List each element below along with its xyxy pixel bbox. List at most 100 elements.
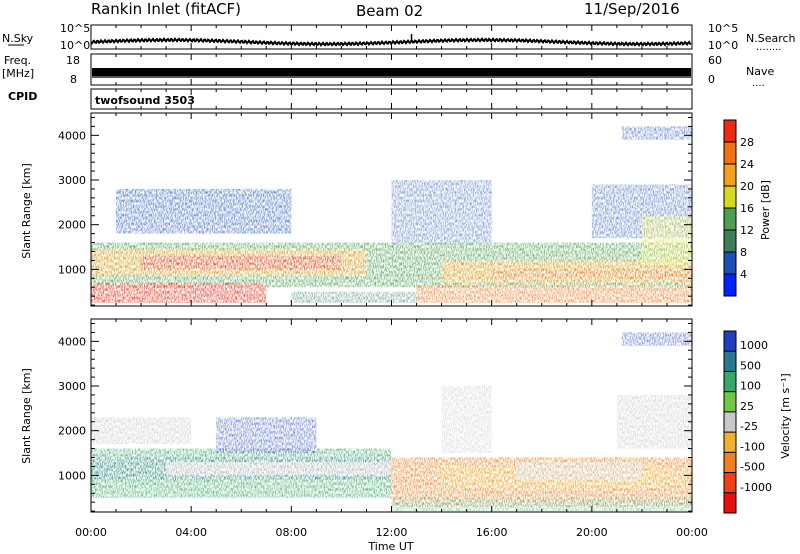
y-tick-label: 3000	[58, 174, 86, 187]
time-tick-label: 20:00	[576, 526, 608, 539]
power-high-range	[621, 126, 692, 140]
colorbar-swatch	[724, 274, 736, 296]
power-y-axis: 1000 2000 3000 4000	[58, 116, 692, 306]
colorbar-tick-label: 4	[740, 268, 747, 281]
power-near-range	[91, 282, 267, 303]
colorbar-tick-label: 28	[740, 136, 754, 149]
cpid-program: twofsound 3503	[95, 94, 195, 107]
velocity-colorbar-label: Velocity [m s⁻¹]	[779, 373, 792, 458]
colorbar-swatch	[724, 411, 736, 433]
y-tick-label: 3000	[58, 380, 86, 393]
velocity-high-range	[621, 332, 692, 346]
y-tick-label: 4000	[58, 335, 86, 348]
time-axis: 00:00 04:00 08:00 12:00 16:00 20:00 00:00	[75, 25, 708, 539]
colorbar-tick-label: -500	[740, 461, 765, 474]
freq-right-dots: ....	[752, 78, 765, 89]
y-tick-label: 2000	[58, 219, 86, 232]
colorbar-swatch	[724, 208, 736, 230]
velocity-colorbar: 1000 500 100 25 -25 -100 -500 -1000	[723, 330, 772, 514]
time-tick-label: 00:00	[75, 526, 107, 539]
colorbar-swatch	[724, 120, 736, 142]
y-tick-label: 1000	[58, 263, 86, 276]
colorbar-tick-label: 24	[740, 158, 754, 171]
velocity-ylabel: Slant Range [km]	[20, 368, 33, 464]
freq-left-tick-bottom: 8	[70, 73, 77, 86]
freq-right-tick-bottom: 0	[708, 73, 715, 86]
colorbar-tick-label: 25	[740, 400, 754, 413]
cpid-label: CPID	[8, 90, 37, 103]
power-colorbar-label: Power [dB]	[759, 180, 772, 240]
colorbar-tick-label: 100	[740, 380, 761, 393]
colorbar-swatch	[724, 331, 736, 352]
noise-right-dots: ........	[756, 42, 781, 53]
noise-left-tick-bottom: 10^0	[60, 39, 90, 52]
colorbar-swatch	[724, 432, 736, 453]
noise-panel: N.Sky 10^5 10^0 10^5 10^0 N.Search .....…	[2, 22, 796, 53]
colorbar-tick-label: 20	[740, 180, 754, 193]
freq-trace	[92, 68, 691, 78]
colorbar-tick-label: -100	[740, 440, 765, 453]
time-tick-label: 04:00	[175, 526, 207, 539]
velocity-far-range	[616, 394, 692, 449]
power-colorbar: 4 8 12 16 20 24 28	[723, 119, 754, 297]
nave-band	[92, 76, 691, 78]
colorbar-tick-label: -25	[740, 420, 758, 433]
velocity-near-zero	[91, 417, 192, 445]
noise-right-tick-bottom: 10^0	[708, 39, 738, 52]
freq-left-label-2: [MHz]	[2, 67, 34, 80]
velocity-far-range	[441, 386, 492, 454]
freq-band	[92, 68, 691, 76]
noise-left-label: N.Sky	[2, 32, 34, 45]
velocity-heatmap	[91, 332, 692, 512]
colorbar-swatch	[724, 142, 736, 164]
colorbar-swatch	[724, 472, 736, 493]
velocity-panel: 1000 2000 3000 4000 Slant Range [km] 1000 50…	[20, 318, 792, 514]
y-tick-label: 1000	[58, 469, 86, 482]
y-tick-label: 4000	[58, 129, 86, 142]
colorbar-frame	[723, 330, 737, 514]
power-far-range	[391, 180, 492, 243]
y-tick-label: 2000	[58, 425, 86, 438]
velocity-ground-scatter	[516, 461, 642, 480]
colorbar-swatch	[724, 452, 736, 473]
freq-right-tick-top: 60	[708, 54, 722, 67]
power-fregion-peak	[491, 269, 692, 279]
noise-right-tick-top: 10^5	[708, 22, 738, 35]
freq-right-label: Nave	[746, 65, 774, 78]
colorbar-swatch	[724, 186, 736, 208]
power-heatmap	[91, 126, 692, 303]
velocity-ground-scatter	[166, 461, 392, 476]
station-title: Rankin Inlet (fitACF)	[91, 0, 241, 18]
power-near-range-weak	[291, 291, 417, 303]
freq-left-tick-top: 18	[66, 54, 80, 67]
colorbar-tick-label: 1000	[740, 339, 768, 352]
colorbar-swatch	[724, 252, 736, 274]
velocity-near-range	[391, 497, 692, 512]
time-tick-label: 12:00	[376, 526, 408, 539]
date-title: 11/Sep/2016	[584, 0, 680, 18]
velocity-y-axis: 1000 2000 3000 4000	[58, 322, 692, 512]
colorbar-swatch	[724, 164, 736, 186]
colorbar-swatch	[724, 492, 736, 513]
colorbar-swatch	[724, 391, 736, 412]
colorbar-tick-label: 500	[740, 359, 761, 372]
cpid-panel: CPID twofsound 3503	[8, 88, 693, 110]
time-tick-label: 00:00	[676, 526, 708, 539]
power-far-range	[116, 188, 292, 234]
colorbar-tick-label: -1000	[740, 481, 772, 494]
power-ylabel: Slant Range [km]	[20, 163, 33, 259]
time-axis-title: Time UT	[367, 540, 413, 553]
colorbar-tick-label: 12	[740, 224, 754, 237]
colorbar-tick-label: 8	[740, 246, 747, 259]
power-near-range	[416, 285, 692, 303]
power-panel: 1000 2000 3000 4000 Slant Range [km] 4 8 12 16…	[20, 112, 772, 307]
noise-right-label: N.Search	[746, 32, 796, 45]
freq-panel: Freq. [MHz] 18 8 60 0 Nave ....	[2, 53, 774, 89]
noise-left-tick-top: 10^5	[60, 22, 90, 35]
colorbar-swatch	[724, 351, 736, 372]
colorbar-swatch	[724, 371, 736, 392]
colorbar-swatch	[724, 230, 736, 252]
time-tick-label: 08:00	[275, 526, 307, 539]
power-fregion-peak	[141, 255, 342, 270]
